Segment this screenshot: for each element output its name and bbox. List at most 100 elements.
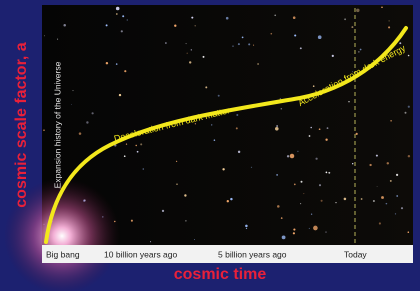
star bbox=[301, 181, 303, 183]
star bbox=[318, 35, 322, 39]
star bbox=[116, 13, 118, 15]
star bbox=[377, 186, 378, 187]
star bbox=[203, 56, 205, 58]
star bbox=[358, 51, 359, 52]
star bbox=[176, 161, 177, 162]
star bbox=[294, 184, 296, 186]
star bbox=[387, 162, 389, 164]
star bbox=[191, 49, 192, 50]
star bbox=[274, 14, 276, 16]
star bbox=[281, 217, 283, 219]
star bbox=[290, 154, 295, 159]
star bbox=[245, 225, 248, 228]
star bbox=[309, 135, 311, 137]
star bbox=[222, 168, 224, 170]
star bbox=[119, 94, 121, 96]
star bbox=[232, 45, 233, 46]
star bbox=[63, 24, 66, 27]
star bbox=[238, 43, 240, 45]
star bbox=[328, 172, 330, 174]
star bbox=[300, 203, 301, 204]
star bbox=[303, 193, 304, 194]
star bbox=[248, 43, 250, 45]
star bbox=[86, 121, 88, 123]
star bbox=[127, 20, 128, 21]
star bbox=[326, 172, 328, 174]
star bbox=[294, 34, 296, 36]
star bbox=[313, 226, 318, 231]
star bbox=[116, 63, 118, 65]
star bbox=[185, 220, 186, 221]
star bbox=[44, 35, 45, 36]
star bbox=[332, 55, 334, 57]
star bbox=[369, 164, 371, 166]
star bbox=[218, 95, 220, 97]
star bbox=[191, 17, 193, 19]
star bbox=[162, 210, 164, 212]
star bbox=[246, 228, 247, 229]
star bbox=[131, 220, 133, 222]
time-label: Big bang bbox=[46, 249, 80, 259]
star bbox=[277, 205, 280, 208]
y-axis-label: cosmic scale factor, a bbox=[13, 42, 30, 208]
star bbox=[79, 132, 82, 135]
star bbox=[143, 168, 145, 170]
star bbox=[408, 55, 410, 57]
star bbox=[57, 39, 58, 40]
star bbox=[310, 127, 312, 129]
star bbox=[361, 198, 363, 200]
star bbox=[242, 37, 244, 39]
star bbox=[226, 17, 229, 20]
star bbox=[381, 196, 384, 199]
star bbox=[214, 139, 216, 141]
star bbox=[165, 42, 167, 44]
star bbox=[376, 155, 378, 157]
star bbox=[176, 184, 177, 185]
star bbox=[313, 85, 315, 87]
star bbox=[379, 222, 381, 224]
star bbox=[282, 236, 286, 240]
star bbox=[351, 26, 353, 28]
star bbox=[72, 90, 73, 91]
star bbox=[251, 167, 252, 168]
star bbox=[408, 155, 410, 157]
star bbox=[344, 18, 346, 20]
star bbox=[187, 53, 188, 54]
diagram: Expansion history of the Universe Decele… bbox=[0, 0, 420, 291]
time-label: 5 billion years ago bbox=[218, 249, 287, 259]
star bbox=[71, 104, 72, 105]
star bbox=[184, 194, 186, 196]
star bbox=[319, 128, 321, 130]
star bbox=[43, 129, 45, 131]
panel-title: Expansion history of the Universe bbox=[52, 61, 62, 188]
star bbox=[211, 124, 212, 125]
star bbox=[388, 26, 390, 28]
star bbox=[293, 232, 295, 234]
time-label: 10 billion years ago bbox=[104, 249, 178, 259]
star bbox=[352, 163, 353, 164]
star bbox=[309, 228, 310, 229]
star bbox=[136, 145, 137, 146]
star bbox=[396, 174, 398, 176]
star bbox=[405, 112, 407, 114]
star bbox=[275, 127, 279, 131]
star bbox=[257, 63, 259, 65]
star bbox=[116, 7, 120, 11]
star bbox=[236, 127, 238, 129]
star bbox=[373, 200, 375, 202]
star bbox=[390, 120, 392, 122]
star bbox=[401, 207, 403, 209]
star bbox=[300, 47, 302, 49]
star bbox=[238, 151, 240, 153]
star bbox=[276, 125, 278, 127]
star bbox=[205, 86, 207, 88]
star bbox=[319, 184, 321, 186]
star bbox=[390, 180, 392, 182]
star bbox=[395, 213, 396, 214]
star bbox=[271, 33, 273, 35]
star bbox=[106, 62, 108, 64]
x-axis-label: cosmic time bbox=[174, 266, 267, 283]
star bbox=[360, 49, 362, 51]
star bbox=[253, 45, 254, 46]
star bbox=[126, 144, 127, 145]
